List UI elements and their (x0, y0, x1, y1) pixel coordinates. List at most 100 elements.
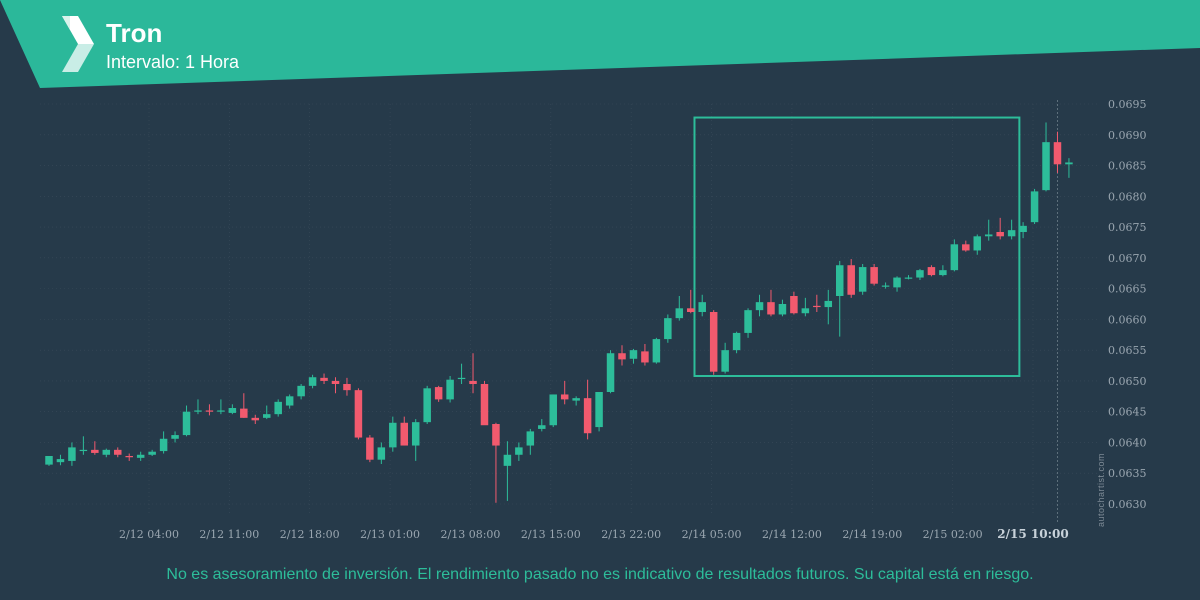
candle-body (721, 350, 729, 372)
y-tick-label: 0.0635 (1108, 467, 1147, 480)
candle-body (1007, 230, 1016, 237)
candle-bearish (331, 377, 340, 394)
candle-body (251, 417, 260, 421)
candle-bullish (228, 404, 237, 415)
candle-bullish (1007, 219, 1016, 240)
candle-body (262, 414, 271, 418)
candle-body (331, 380, 340, 384)
candle-body (538, 425, 546, 429)
candle-bearish (618, 345, 626, 366)
candle-body (354, 390, 363, 438)
candle-body (480, 384, 489, 426)
candle-bearish (354, 388, 363, 440)
candle-bullish (755, 294, 764, 317)
candle-body (847, 265, 855, 295)
candle-bearish (366, 435, 374, 463)
candle-bullish (446, 376, 454, 403)
candle-body (858, 267, 867, 292)
candle-bearish (91, 441, 99, 455)
candle-body (320, 377, 328, 381)
candle-bullish (778, 299, 787, 317)
candle-body (893, 277, 901, 288)
candle-bullish (904, 275, 913, 280)
candle-bullish (1019, 222, 1027, 239)
candle-body (996, 232, 1004, 237)
y-tick-label: 0.0655 (1108, 344, 1147, 357)
candle-body (285, 396, 294, 406)
candle-bullish (262, 405, 271, 420)
candle-bearish (400, 416, 409, 446)
candle-bullish (515, 442, 523, 461)
candle-bullish (606, 350, 615, 394)
y-tick-label: 0.0665 (1108, 283, 1147, 296)
candle-body (114, 449, 122, 455)
candle-bearish (492, 422, 500, 503)
candle-bearish (790, 291, 798, 315)
candle-body (79, 449, 88, 452)
candle-body (217, 410, 225, 412)
candle-bullish (721, 342, 729, 374)
candle-body (389, 422, 397, 448)
candle-body (904, 277, 913, 279)
candle-bullish (171, 431, 179, 443)
candle-bullish (377, 442, 386, 464)
candle-body (366, 437, 374, 460)
candle-body (102, 449, 111, 455)
x-tick-label: 2/13 15:00 (521, 528, 581, 541)
y-tick-label: 0.0675 (1108, 221, 1147, 234)
candle-body (125, 456, 133, 458)
y-tick-label: 0.0690 (1108, 129, 1147, 142)
candle-bullish (549, 394, 557, 428)
pattern-highlight-box (693, 116, 1021, 378)
header-banner-shape (0, 0, 1200, 88)
candle-bearish (469, 353, 477, 394)
candle-body (377, 447, 386, 460)
candle-body (446, 379, 454, 400)
candle-body (423, 388, 431, 423)
candle-body (778, 304, 787, 315)
candle-body (1042, 142, 1050, 191)
x-tick-label: 2/14 05:00 (682, 528, 742, 541)
candle-bullish (893, 276, 901, 292)
candle-bullish (1030, 188, 1039, 224)
candle-body (709, 312, 718, 372)
candle-bearish (320, 373, 328, 384)
candle-bearish (251, 414, 260, 424)
candle-body (457, 377, 466, 380)
candle-body (560, 394, 569, 400)
candle-body (641, 351, 649, 363)
candle-body (469, 380, 477, 384)
candle-bullish (950, 239, 959, 272)
candle-bearish (480, 380, 489, 426)
x-tick-label: 2/13 22:00 (601, 528, 661, 541)
candle-body (870, 267, 878, 284)
x-tick-label: 2/13 01:00 (360, 528, 420, 541)
candle-bearish (641, 344, 649, 366)
chart-title: Tron (106, 18, 163, 48)
candle-body (171, 435, 179, 439)
candle-body (813, 305, 821, 308)
candle-body (744, 310, 752, 333)
y-axis: 0.0630 0.0635 0.0640 0.0645 0.0650 0.0655 0.06… (1108, 98, 1147, 511)
candle-bearish (343, 377, 351, 396)
candle-bearish (870, 264, 878, 286)
candle-body (927, 267, 936, 276)
candle-bullish (939, 265, 947, 277)
x-tick-label: 2/15 02:00 (923, 528, 983, 541)
candle-bullish (68, 442, 76, 466)
y-tick-label: 0.0695 (1108, 98, 1147, 111)
candle-bearish (240, 393, 248, 418)
candle-body (1019, 225, 1027, 232)
candle-bullish (835, 260, 844, 337)
candle-bullish (732, 331, 741, 354)
candle-body (790, 296, 798, 314)
candle-body (182, 411, 191, 436)
candle-body (240, 408, 248, 418)
candle-bullish (664, 314, 672, 343)
candle-body (973, 236, 982, 251)
candle-body (503, 454, 512, 466)
candle-body (618, 353, 626, 360)
candle-body (767, 302, 775, 315)
y-tick-label: 0.0685 (1108, 160, 1147, 173)
candle-body (492, 424, 500, 446)
